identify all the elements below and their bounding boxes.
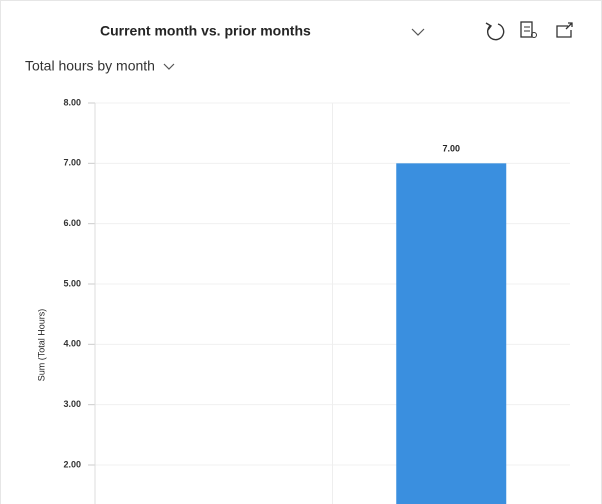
y-tick-label: 7.00 — [63, 158, 81, 168]
view-selector[interactable]: Current month vs. prior months — [100, 23, 311, 39]
y-tick-label: 8.00 — [63, 97, 81, 107]
view-chevron[interactable] — [411, 28, 425, 36]
y-tick-label: 6.00 — [63, 218, 81, 228]
chart-title: Total hours by month — [25, 58, 155, 74]
title-chevron[interactable] — [163, 63, 175, 70]
expand-icon[interactable] — [556, 22, 573, 38]
refresh-icon[interactable] — [485, 22, 505, 41]
y-tick-label: 5.00 — [63, 278, 81, 288]
y-tick-label: 3.00 — [63, 399, 81, 409]
records-icon[interactable] — [520, 21, 537, 38]
y-tick-label: 2.00 — [63, 459, 81, 469]
data-label: 7.00 — [442, 144, 460, 154]
bar — [396, 163, 507, 504]
y-tick-label: 4.00 — [63, 339, 81, 349]
y-axis-label: Sum (Total Hours) — [36, 309, 46, 382]
